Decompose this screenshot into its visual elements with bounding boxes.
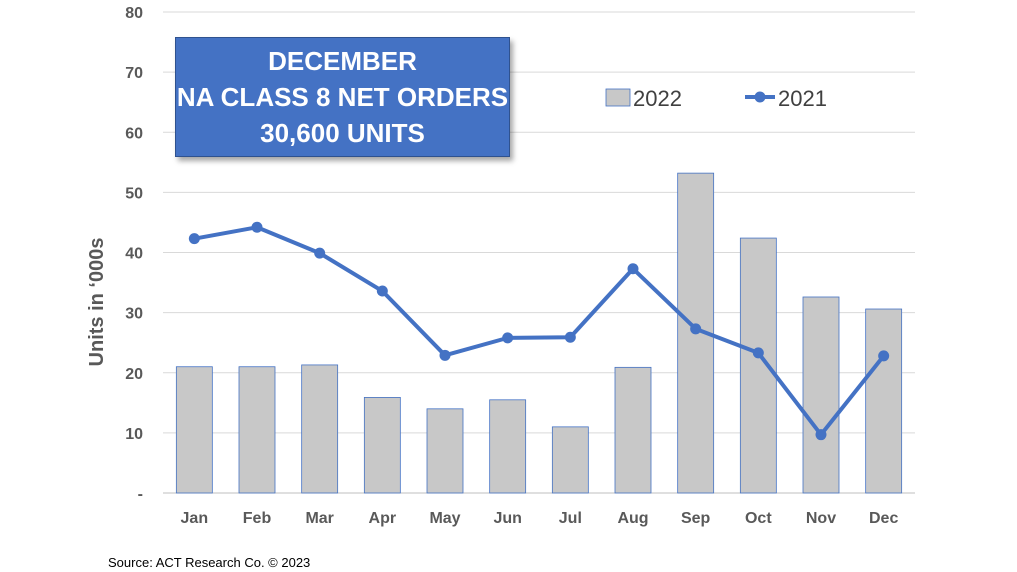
callout-line-3: 30,600 UNITS — [260, 118, 425, 148]
x-tick-label: Jun — [493, 510, 521, 527]
source-note: Source: ACT Research Co. © 2023 — [108, 555, 311, 570]
y-axis-label: Units in ‘000s — [86, 238, 108, 367]
line-point — [752, 347, 764, 359]
bar — [551, 426, 589, 494]
y-tick-label: 10 — [125, 426, 143, 443]
x-tick-label: Mar — [305, 510, 333, 527]
bar — [489, 399, 527, 494]
bar — [739, 237, 777, 494]
y-tick-label: 30 — [125, 306, 143, 323]
line-series-2021 — [188, 221, 890, 441]
y-tick-label: 50 — [125, 185, 143, 202]
line-point — [564, 331, 576, 343]
line-point — [502, 332, 514, 344]
line-point — [188, 233, 200, 245]
legend-label-2022: 2022 — [633, 86, 682, 111]
x-tick-labels: Jan Feb Mar Apr May Jun Jul Aug Sep Oct Nov Dec — [181, 510, 899, 527]
line-point — [690, 323, 702, 335]
x-tick-label: Jul — [559, 510, 582, 527]
line-point — [376, 285, 388, 297]
x-tick-label: Oct — [745, 510, 772, 527]
line-point — [314, 247, 326, 259]
bar — [802, 296, 840, 494]
x-tick-label: Dec — [869, 510, 898, 527]
line-point — [815, 429, 827, 441]
bar — [614, 366, 652, 494]
x-tick-label: Jan — [181, 510, 209, 527]
bar — [426, 408, 464, 494]
y-tick-label: 40 — [125, 246, 143, 263]
callout-line-2: NA CLASS 8 NET ORDERS — [176, 82, 509, 112]
bar — [363, 397, 401, 494]
x-tick-label: Sep — [681, 510, 711, 527]
headline-callout: DECEMBER NA CLASS 8 NET ORDERS 30,600 UN… — [175, 37, 510, 157]
y-tick-label: 60 — [125, 125, 143, 142]
legend: 2022 2021 — [605, 86, 827, 111]
x-tick-label: Aug — [617, 510, 648, 527]
x-tick-label: Nov — [806, 510, 836, 527]
line-point — [627, 263, 639, 275]
bar — [238, 366, 276, 494]
bar-series-2022 — [175, 172, 903, 494]
bar — [301, 364, 339, 494]
y-tick-label: 20 — [125, 366, 143, 383]
legend-label-2021: 2021 — [778, 86, 827, 111]
legend-swatch-2022 — [605, 88, 631, 107]
y-tick-label: 70 — [125, 65, 143, 82]
y-tick-labels: - 10 20 30 40 50 60 70 80 — [125, 5, 143, 503]
y-tick-label: - — [138, 486, 143, 503]
bar — [175, 366, 213, 494]
line-point — [251, 221, 263, 233]
y-tick-label: 80 — [125, 5, 143, 22]
x-tick-label: Apr — [369, 510, 397, 527]
x-tick-label: May — [429, 510, 460, 527]
line-point — [439, 349, 451, 361]
x-tick-label: Feb — [243, 510, 272, 527]
legend-swatch-2021-marker — [754, 91, 766, 103]
callout-line-1: DECEMBER — [268, 46, 417, 76]
bar — [865, 308, 903, 494]
series-line — [193, 225, 886, 437]
line-point — [878, 350, 890, 362]
